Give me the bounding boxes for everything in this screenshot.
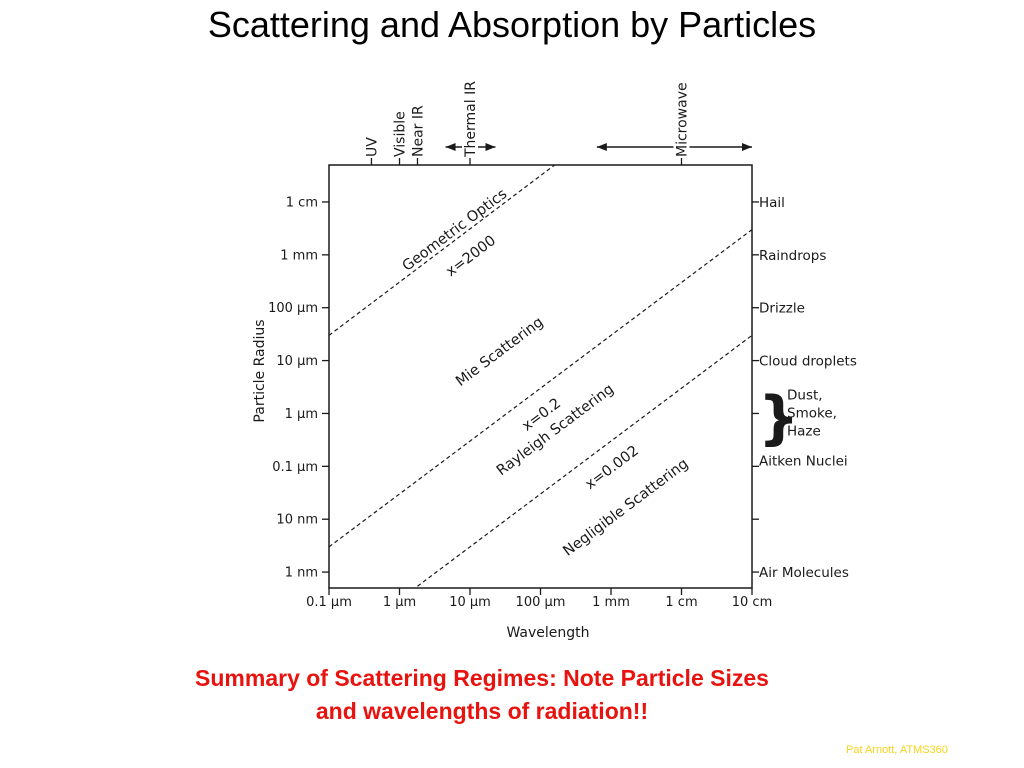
x-tick-label: 1 µm — [383, 595, 416, 610]
size-parameter-line — [329, 165, 556, 336]
particle-type-label: Cloud droplets — [759, 354, 857, 370]
range-arrow-head — [445, 143, 456, 151]
caption-line-2: and wavelengths of radiation!! — [315, 698, 649, 724]
y-tick-label: 1 µm — [285, 407, 318, 422]
size-parameter-label: x=0.002 — [583, 443, 642, 493]
size-parameter-line — [414, 334, 752, 588]
particle-type-label: Air Molecules — [759, 565, 849, 581]
x-tick-label: 100 µm — [516, 595, 566, 610]
size-parameter-line — [329, 229, 752, 548]
scattering-regime-label: Negligible Scattering — [560, 456, 691, 560]
slide-title: Scattering and Absorption by Particles — [207, 4, 817, 45]
particle-type-label: Smoke, — [787, 405, 837, 421]
x-tick-label: 10 cm — [732, 595, 773, 610]
spectral-band-label: UV — [364, 137, 380, 157]
range-arrow-head — [596, 143, 607, 151]
x-tick-label: 1 cm — [665, 595, 697, 610]
y-axis-title: Particle Radius — [252, 319, 268, 422]
particle-type-label: Haze — [787, 423, 821, 439]
particle-type-label: Aitken Nuclei — [759, 453, 848, 469]
y-tick-label: 10 µm — [276, 354, 318, 369]
spectral-band-label: Microwave — [675, 82, 691, 157]
spectral-band-label: Visible — [393, 111, 409, 157]
y-tick-label: 10 nm — [276, 513, 318, 528]
spectral-band-label: Near IR — [410, 105, 426, 157]
x-tick-label: 1 mm — [592, 595, 630, 610]
spectral-band-label: Thermal IR — [463, 81, 479, 158]
particle-type-label: Dust, — [787, 387, 823, 403]
scattering-regime-label: Mie Scattering — [453, 314, 546, 390]
range-arrow-head — [485, 143, 496, 151]
y-tick-label: 0.1 µm — [272, 460, 318, 475]
plot-frame — [328, 164, 753, 589]
y-tick-label: 1 nm — [285, 566, 318, 581]
x-tick-label: 0.1 µm — [306, 595, 352, 610]
caption-line-1: Summary of Scattering Regimes: Note Part… — [195, 665, 769, 691]
particle-type-label: Raindrops — [759, 248, 826, 264]
particle-type-label: Drizzle — [759, 301, 805, 317]
particle-type-label: Hail — [759, 195, 785, 211]
y-tick-label: 1 mm — [280, 248, 318, 263]
brace-symbol: } — [758, 383, 799, 451]
y-tick-label: 100 µm — [268, 301, 318, 316]
range-arrow-head — [742, 143, 752, 151]
y-tick-label: 1 cm — [286, 195, 318, 210]
x-axis-title: Wavelength — [506, 625, 589, 641]
scattering-regime-label: Rayleigh Scattering — [494, 381, 617, 479]
author-credit: Pat Arnott, ATMS360 — [846, 744, 948, 756]
x-tick-label: 10 µm — [449, 595, 491, 610]
